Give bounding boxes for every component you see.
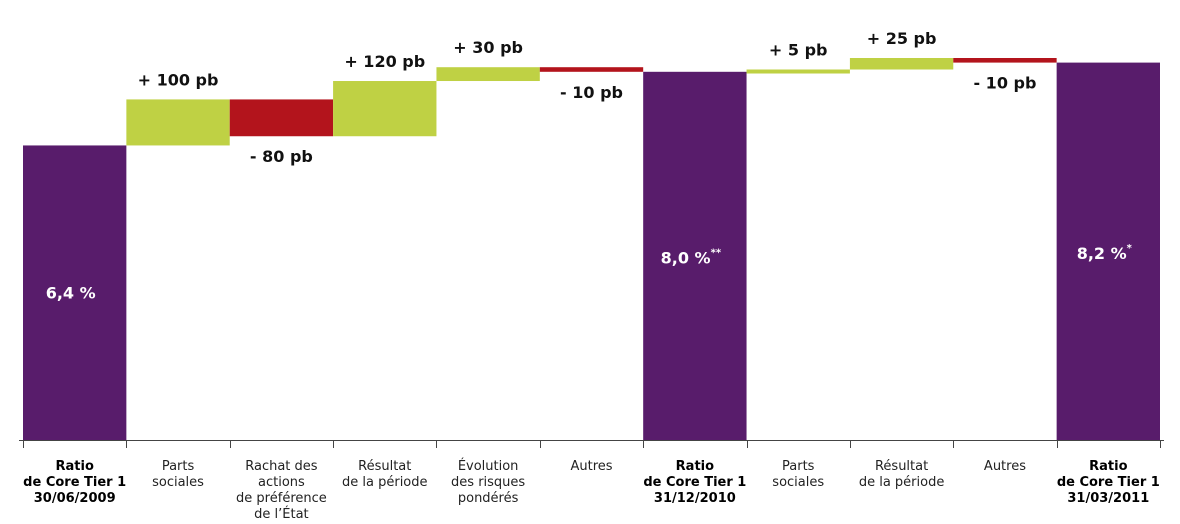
increase-bar: [849, 58, 954, 70]
total-value-label: 6,4 %: [46, 284, 96, 303]
category-label: Parts sociales: [152, 459, 204, 490]
increase-bar: [436, 67, 540, 82]
x-axis: [19, 440, 1164, 448]
increase-bar: [126, 99, 230, 146]
category-label: Résultat de la période: [342, 459, 428, 490]
category-label: Ratio de Core Tier 1 31/12/2010: [643, 459, 746, 506]
footnote-marker: **: [711, 247, 722, 258]
decrease-value-label: - 10 pb: [973, 74, 1036, 93]
category-label: Parts sociales: [772, 459, 824, 490]
total-value-label: 8,0 %**: [661, 247, 722, 267]
category-label: Autres: [984, 459, 1026, 474]
increase-value-label: + 25 pb: [867, 29, 937, 48]
increase-value-label: + 120 pb: [344, 52, 425, 71]
decrease-bar: [953, 58, 1057, 63]
decrease-value-label: - 10 pb: [560, 83, 623, 102]
decrease-value-label: - 80 pb: [250, 147, 313, 166]
increase-bar: [333, 81, 437, 137]
increase-bar: [746, 69, 850, 74]
increase-value-label: + 100 pb: [138, 70, 219, 89]
decrease-bar: [539, 67, 644, 72]
bars-layer: [23, 58, 1160, 441]
category-label: Ratio de Core Tier 1 30/06/2009: [23, 459, 126, 506]
increase-value-label: + 5 pb: [769, 41, 828, 60]
category-label: Ratio de Core Tier 1 31/03/2011: [1057, 459, 1160, 506]
decrease-bar: [229, 99, 334, 137]
category-label: Évolution des risques pondérés: [451, 458, 525, 506]
total-value-label: 8,2 %*: [1077, 243, 1133, 263]
category-label: Autres: [570, 459, 612, 474]
total-bar: [23, 145, 127, 440]
category-label: Rachat des actions de préférence de l’État: [236, 459, 327, 522]
footnote-marker: *: [1127, 243, 1133, 254]
total-bar: [1056, 62, 1160, 440]
increase-value-label: + 30 pb: [453, 38, 523, 57]
total-bar: [643, 71, 747, 441]
labels-layer: 6,4 % Ratio de Core Tier 1 30/06/2009 + 100 …: [23, 29, 1160, 522]
category-label: Résultat de la période: [859, 459, 945, 490]
